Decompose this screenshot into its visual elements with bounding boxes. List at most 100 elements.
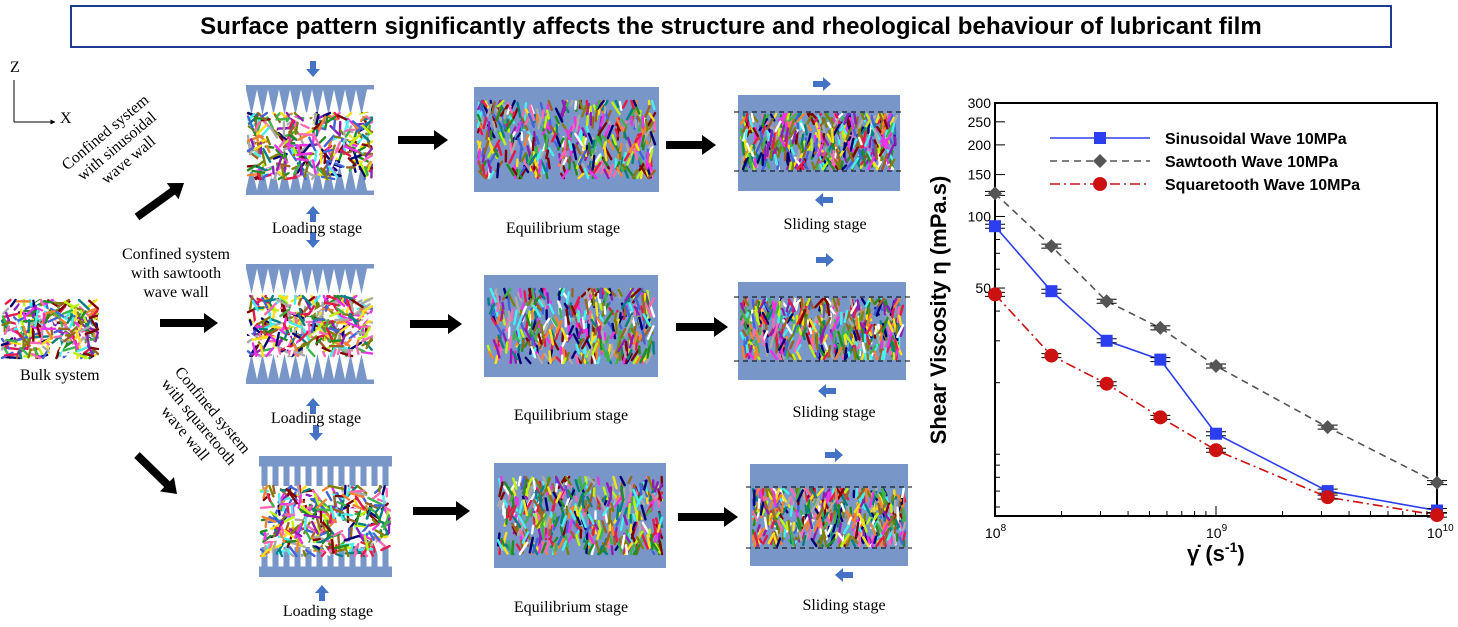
- polymer-chain: [808, 318, 818, 333]
- polymer-chain: [277, 504, 281, 516]
- polymer-chain: [589, 335, 597, 345]
- polymer-chain: [492, 120, 497, 132]
- polymer-chain: [739, 127, 744, 142]
- simulation-panels: [246, 61, 912, 601]
- polymer-chain: [361, 133, 371, 143]
- polymer-chain: [633, 331, 639, 345]
- polymer-chain: [647, 99, 651, 107]
- polymer-chain: [895, 324, 899, 336]
- polymer-chain: [873, 350, 878, 361]
- polymer-chain: [551, 317, 558, 327]
- polymer-chain: [605, 109, 612, 123]
- polymer-chain: [846, 535, 852, 547]
- polymer-chain: [647, 169, 657, 180]
- polymer-chain: [360, 297, 374, 305]
- polymer-chain: [539, 513, 548, 528]
- polymer-chain: [748, 352, 756, 361]
- polymer-chain: [368, 530, 375, 541]
- polymer-chain: [816, 114, 822, 124]
- polymer-chain: [573, 132, 584, 147]
- polymer-chain: [540, 299, 547, 310]
- polymer-chain: [878, 112, 884, 122]
- polymer-chain: [556, 137, 565, 151]
- polymer-chain: [577, 149, 587, 166]
- polymer-chain: [628, 302, 634, 313]
- polymer-chain: [325, 327, 333, 340]
- polymer-chain: [293, 294, 297, 305]
- polymer-chain: [2, 346, 20, 351]
- polymer-chain: [503, 485, 511, 496]
- polymer-chain: [615, 339, 622, 355]
- flow-arrow-icon: [678, 507, 738, 527]
- polymer-chain: [374, 529, 386, 537]
- polymer-chain: [555, 491, 562, 504]
- polymer-chain: [15, 320, 21, 333]
- polymer-chain: [822, 500, 826, 510]
- polymer-chain: [843, 487, 849, 494]
- polymer-chain: [830, 128, 835, 144]
- polymer-chain: [648, 296, 656, 308]
- polymer-chain: [824, 112, 835, 125]
- polymer-chain: [796, 149, 801, 161]
- polymer-chain: [561, 168, 570, 180]
- polymer-chain: [303, 155, 314, 169]
- polymer-chain: [298, 487, 311, 495]
- polymer-chain: [819, 118, 826, 127]
- polymer-chain: [820, 344, 825, 354]
- polymer-chain: [571, 505, 576, 516]
- polymer-chain: [581, 334, 591, 350]
- polymer-chain: [536, 149, 543, 162]
- polymer-chain: [332, 348, 337, 358]
- polymer-chain: [873, 305, 879, 316]
- polymer-chain: [780, 494, 791, 509]
- polymer-chain: [497, 334, 505, 349]
- polymer-chain: [288, 116, 296, 129]
- polymer-chain: [858, 531, 862, 547]
- polymer-chain: [791, 130, 797, 145]
- polymer-chain: [739, 156, 744, 171]
- polymer-chain: [789, 487, 798, 498]
- polymer-chain: [510, 308, 514, 322]
- polymer-chain: [785, 300, 791, 313]
- polymer-chain: [852, 330, 858, 342]
- polymer-chain: [525, 319, 529, 331]
- polymer-chain: [355, 121, 369, 133]
- polymer-chain: [306, 171, 316, 178]
- polymer-chain: [875, 112, 881, 124]
- flow-arrow-icon: [676, 317, 728, 337]
- polymer-chain: [891, 529, 897, 545]
- polymer-chain: [771, 302, 777, 319]
- series-line: [994, 293, 1438, 516]
- polymer-chain: [532, 499, 539, 508]
- polymer-chain: [315, 337, 323, 345]
- polymer-chain: [258, 353, 273, 358]
- polymer-chain: [520, 305, 528, 317]
- polymer-chain: [851, 146, 859, 159]
- polymer-chain: [312, 133, 322, 149]
- polymer-chain: [754, 305, 759, 315]
- polymer-chain: [559, 158, 564, 172]
- direction-arrow-icon: [813, 77, 831, 91]
- polymer-chain: [323, 151, 327, 165]
- flow-arrow-shape: [134, 183, 184, 221]
- polymer-chain: [843, 112, 850, 125]
- polymer-chain: [630, 327, 640, 343]
- polymer-chain: [341, 512, 354, 517]
- polymer-chain: [826, 537, 836, 548]
- polymer-chain: [333, 111, 340, 120]
- polymer-chain: [567, 308, 573, 319]
- polymer-chain: [900, 487, 906, 499]
- polymer-chain: [381, 485, 386, 496]
- polymer-chain: [259, 529, 268, 534]
- polymer-chain: [887, 514, 896, 526]
- polymer-chain: [873, 325, 878, 335]
- polymer-chain: [496, 162, 500, 179]
- polymer-chain: [633, 305, 640, 316]
- polymer-chain: [632, 513, 637, 523]
- polymer-chain: [322, 350, 327, 358]
- polymer-chain: [615, 117, 624, 133]
- polymer-chain: [575, 533, 581, 547]
- polymer-chain: [382, 494, 386, 508]
- polymer-chain: [562, 156, 568, 166]
- polymer-chain: [546, 122, 551, 132]
